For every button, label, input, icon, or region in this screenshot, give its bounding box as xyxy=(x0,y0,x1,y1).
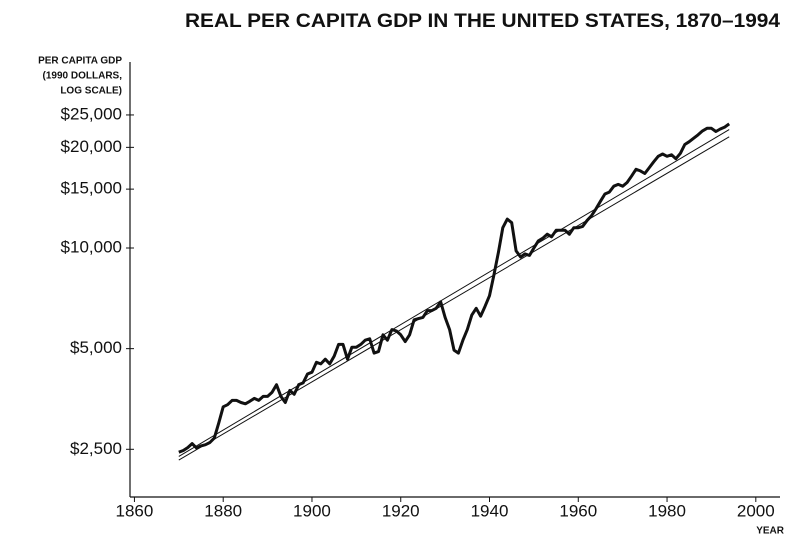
y-tick-label: $2,500 xyxy=(70,439,122,458)
y-axis-label: PER CAPITA GDP xyxy=(38,56,122,67)
x-tick-label: 2000 xyxy=(737,501,775,520)
y-axis-label: LOG SCALE) xyxy=(60,86,122,97)
x-tick-label: 1900 xyxy=(293,501,331,520)
series-line xyxy=(178,122,731,454)
x-tick-label: 1860 xyxy=(116,501,154,520)
y-tick-label: $10,000 xyxy=(61,237,122,256)
x-tick-label: 1940 xyxy=(471,501,509,520)
y-tick-label: $20,000 xyxy=(61,137,122,156)
y-tick-label: $5,000 xyxy=(70,338,122,357)
y-axis-label: (1990 DOLLARS, xyxy=(43,71,123,82)
x-tick-label: 1960 xyxy=(559,501,597,520)
chart-title: REAL PER CAPITA GDP IN THE UNITED STATES… xyxy=(185,11,780,32)
x-tick-label: 1920 xyxy=(382,501,420,520)
y-tick-label: $25,000 xyxy=(61,104,122,123)
x-tick-label: 1980 xyxy=(648,501,686,520)
series-line xyxy=(178,136,730,461)
y-tick-label: $15,000 xyxy=(61,179,122,198)
series-line xyxy=(178,129,730,457)
x-tick-label: 1880 xyxy=(204,501,242,520)
x-axis-label: YEAR xyxy=(756,526,785,537)
